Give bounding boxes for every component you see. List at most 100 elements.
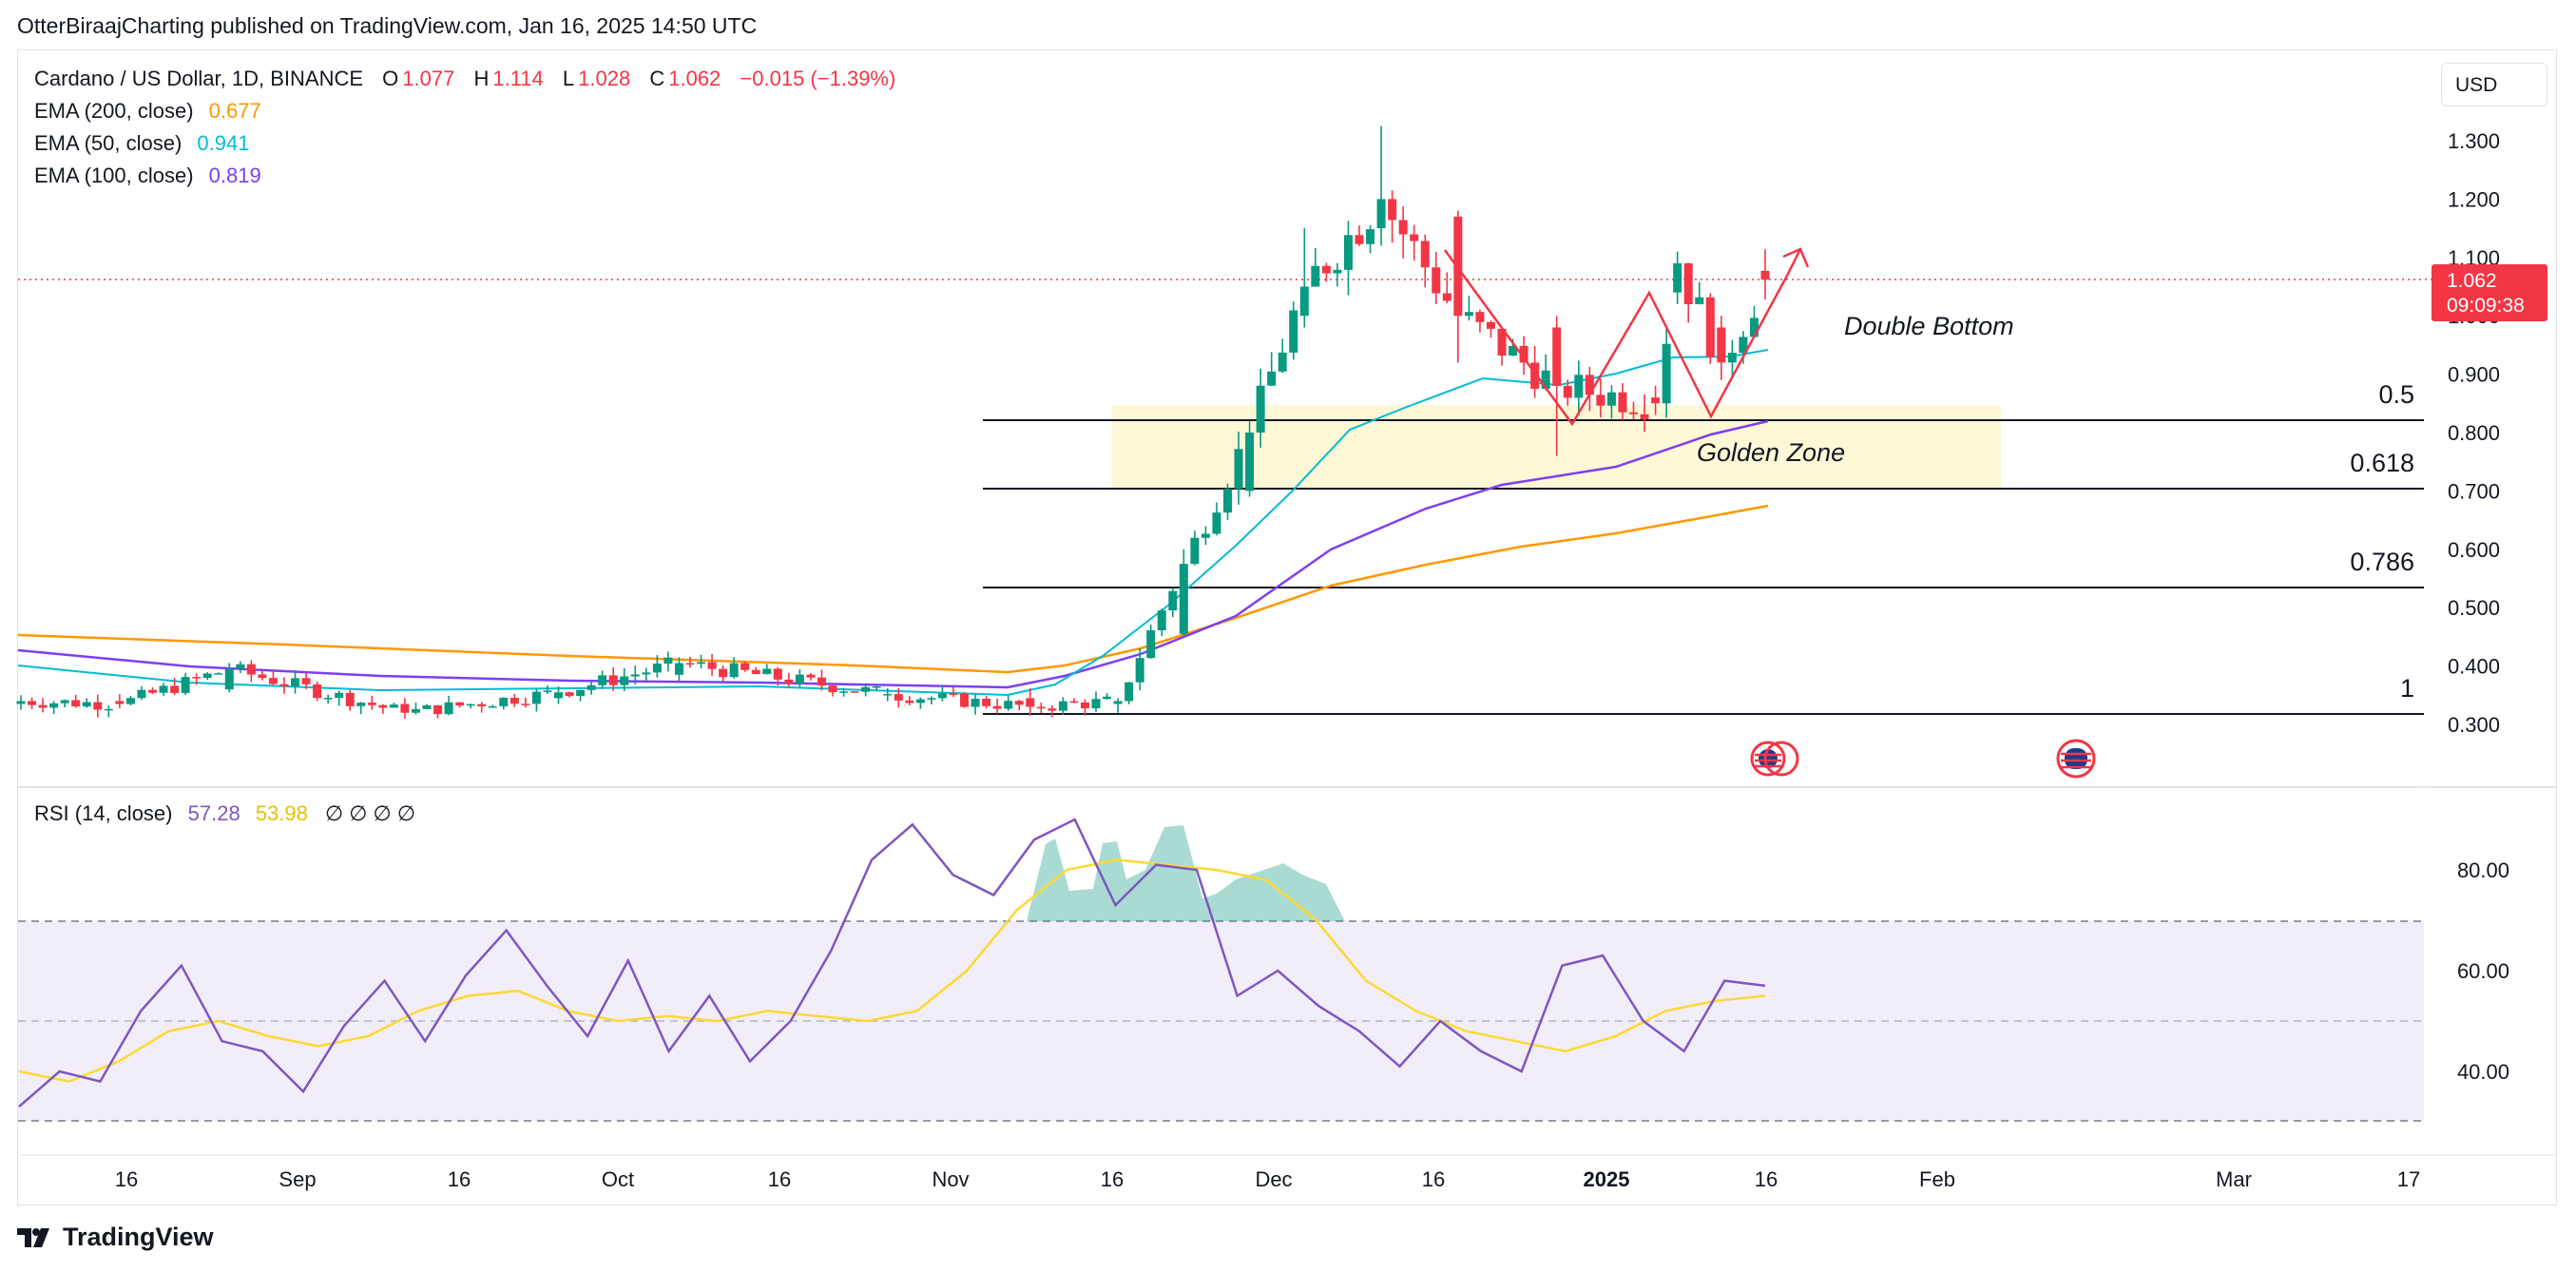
candle-body bbox=[1541, 370, 1550, 389]
candle-body bbox=[1717, 327, 1726, 363]
candle-body bbox=[1222, 489, 1232, 513]
candle-body bbox=[1727, 353, 1737, 363]
candle-body bbox=[1705, 297, 1715, 357]
candle-body bbox=[915, 699, 925, 703]
candle-body bbox=[433, 704, 443, 715]
current-price-value: 1.062 bbox=[2447, 270, 2497, 292]
candle-body bbox=[1651, 397, 1661, 404]
candle-body bbox=[389, 704, 398, 708]
candle-body bbox=[400, 703, 410, 713]
ema50-value: 0.941 bbox=[197, 131, 250, 155]
candle-body bbox=[455, 702, 465, 706]
candle-body bbox=[159, 685, 168, 693]
candle-body bbox=[1036, 706, 1046, 709]
candle-body bbox=[817, 677, 826, 686]
candle-body bbox=[1157, 610, 1166, 630]
candle-body bbox=[1113, 701, 1123, 704]
candle-body bbox=[214, 673, 223, 675]
candle-body bbox=[1749, 318, 1759, 337]
time-tick-label: 16 bbox=[1101, 1167, 1124, 1191]
time-tick-label: 16 bbox=[115, 1167, 138, 1191]
candle-body bbox=[1343, 235, 1353, 270]
candle-body bbox=[762, 668, 772, 675]
candle-body bbox=[1146, 629, 1156, 659]
candle-body bbox=[181, 677, 190, 693]
candle-body bbox=[1585, 375, 1594, 395]
candle-body bbox=[125, 698, 135, 704]
candle-body bbox=[1026, 698, 1035, 707]
price-axis[interactable]: 1.3001.2001.1001.0000.9000.8000.7000.600… bbox=[2448, 129, 2500, 737]
time-axis[interactable]: 16 Sep 16 Oct 16 Nov 16 Dec 16 2025 16 Feb Mar 17 bbox=[115, 1167, 2420, 1191]
double-bottom-label: Double Bottom bbox=[1844, 312, 2014, 340]
ema200-legend[interactable]: EMA (200, close) 0.677 bbox=[34, 99, 265, 124]
candle-body bbox=[1103, 696, 1112, 700]
tradingview-logo[interactable]: TradingView bbox=[17, 1223, 214, 1252]
symbol-legend[interactable]: Cardano / US Dollar, 1D, BINANCE O 1.077 … bbox=[34, 67, 899, 91]
candle-body bbox=[1410, 234, 1419, 241]
currency-button[interactable]: USD bbox=[2441, 63, 2547, 106]
price-tick-label: 0.700 bbox=[2448, 479, 2500, 503]
double-bottom-pattern bbox=[1443, 248, 1802, 427]
candle-body bbox=[268, 678, 278, 684]
candle-body bbox=[971, 699, 980, 707]
us-flag-event-icon[interactable] bbox=[1750, 741, 1799, 777]
candle-body bbox=[104, 708, 113, 711]
ema100-line bbox=[17, 419, 1769, 689]
ema200-line bbox=[17, 504, 1769, 674]
candle-body bbox=[509, 698, 519, 704]
candle-body bbox=[224, 668, 234, 690]
candle-body bbox=[1464, 312, 1473, 317]
rsi-overbought-fill bbox=[1027, 825, 1345, 921]
candle-body bbox=[707, 662, 717, 669]
candle-body bbox=[335, 692, 344, 699]
candle-body bbox=[1299, 286, 1309, 317]
candle-body bbox=[608, 675, 618, 685]
rsi-ma-value: 53.98 bbox=[255, 801, 308, 825]
candle-body bbox=[543, 690, 552, 692]
low-value: 1.028 bbox=[578, 67, 631, 90]
us-flag-event-icon[interactable] bbox=[2056, 739, 2096, 779]
time-tick-label: 16 bbox=[1422, 1167, 1445, 1191]
candle-body bbox=[367, 703, 376, 705]
candle-body bbox=[729, 663, 739, 678]
time-tick-label: Nov bbox=[932, 1167, 969, 1191]
close-value: 1.062 bbox=[668, 67, 721, 90]
ema50-legend[interactable]: EMA (50, close) 0.941 bbox=[34, 131, 253, 156]
rsi-legend[interactable]: RSI (14, close) 57.28 53.98 ∅ ∅ ∅ ∅ bbox=[34, 801, 419, 826]
rsi-axis[interactable]: 80.00 60.00 40.00 bbox=[2457, 858, 2509, 1084]
candle-body bbox=[1289, 310, 1298, 353]
candle-body bbox=[1311, 265, 1320, 287]
candle-body bbox=[1058, 701, 1067, 711]
candle-body bbox=[751, 669, 760, 675]
candle-body bbox=[170, 685, 180, 693]
fib-label-0-5: 0.5 bbox=[2378, 380, 2414, 409]
candle-body bbox=[1442, 293, 1451, 301]
candle-body bbox=[1673, 262, 1682, 293]
candle-body bbox=[147, 689, 157, 693]
candle-body bbox=[236, 664, 245, 669]
candle-body bbox=[894, 694, 903, 701]
candle-body bbox=[1234, 449, 1243, 490]
high-value: 1.114 bbox=[492, 67, 544, 90]
price-tick-label: 0.300 bbox=[2448, 713, 2500, 737]
candle-body bbox=[115, 701, 125, 704]
candle-body bbox=[1179, 564, 1188, 634]
time-tick-label: Dec bbox=[1255, 1167, 1292, 1191]
candle-body bbox=[883, 694, 893, 696]
ema100-legend[interactable]: EMA (100, close) 0.819 bbox=[34, 164, 265, 188]
price-tick-label: 0.500 bbox=[2448, 596, 2500, 620]
candle-body bbox=[1519, 345, 1528, 363]
low-label: L bbox=[562, 67, 575, 90]
candle-body bbox=[1080, 702, 1089, 709]
candle-body bbox=[630, 674, 640, 677]
candle-body bbox=[93, 702, 103, 710]
candle-body bbox=[16, 701, 26, 704]
candle-body bbox=[1014, 701, 1024, 705]
candle-body bbox=[499, 698, 509, 706]
fib-label-0-618: 0.618 bbox=[2350, 449, 2414, 477]
fib-label-1: 1 bbox=[2400, 674, 2414, 703]
candle-body bbox=[784, 679, 794, 684]
candle-body bbox=[652, 664, 662, 673]
candle-body bbox=[828, 685, 837, 693]
